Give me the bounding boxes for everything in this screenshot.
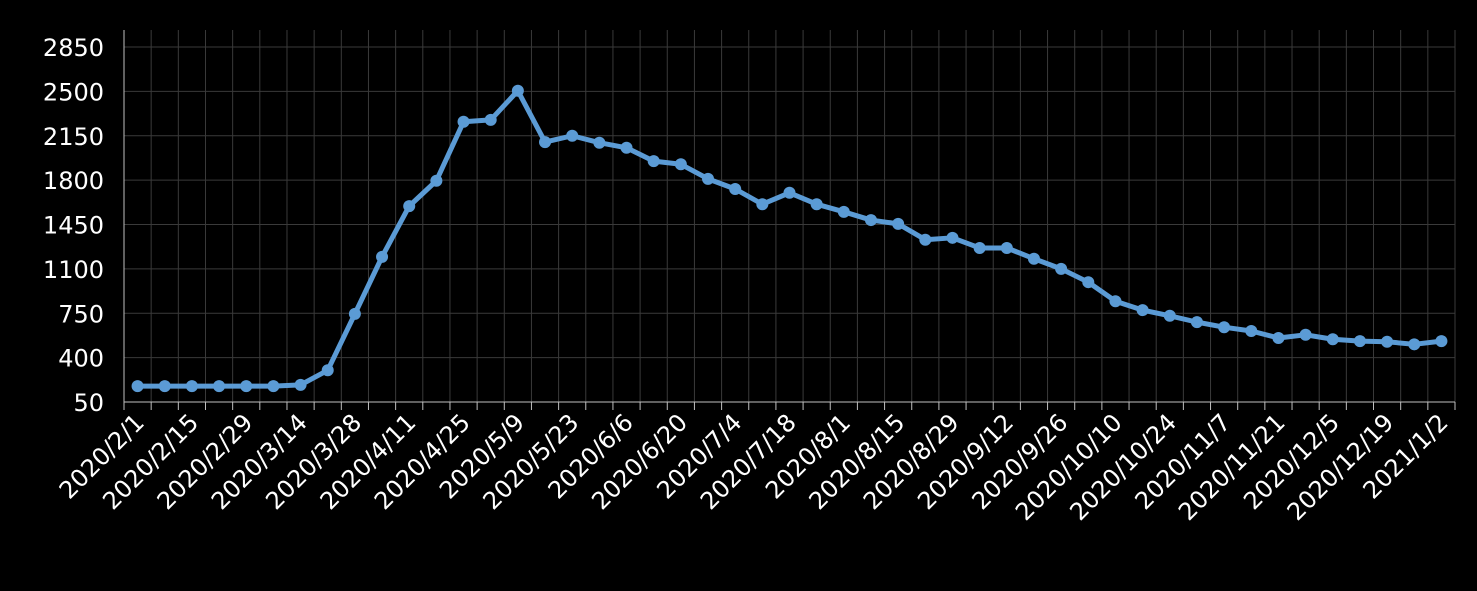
point: [810, 198, 823, 211]
point: [1326, 333, 1339, 346]
point: [756, 198, 769, 211]
point: [566, 129, 579, 142]
y-tick-label: 2150: [43, 123, 104, 151]
y-tick-label: 400: [58, 345, 104, 373]
point: [294, 378, 307, 391]
y-tick-label: 1800: [43, 167, 104, 195]
point: [919, 233, 932, 246]
point: [1109, 295, 1122, 308]
point: [321, 364, 334, 377]
point: [1299, 328, 1312, 341]
point: [1381, 335, 1394, 348]
point: [457, 115, 470, 128]
point: [674, 158, 687, 171]
point: [511, 84, 524, 97]
point: [783, 186, 796, 199]
point: [593, 136, 606, 149]
point: [1055, 262, 1068, 275]
point: [1027, 252, 1040, 265]
point: [1272, 331, 1285, 344]
point: [1190, 316, 1203, 329]
point: [240, 380, 253, 393]
point: [1082, 276, 1095, 289]
point: [1218, 321, 1231, 334]
point: [837, 205, 850, 218]
y-tick-label: 2500: [43, 78, 104, 106]
point: [864, 214, 877, 227]
y-tick-label: 1100: [43, 256, 104, 284]
point: [539, 136, 552, 149]
point: [946, 231, 959, 244]
point: [620, 141, 633, 154]
point: [892, 217, 905, 230]
point: [267, 380, 280, 393]
point: [973, 241, 986, 254]
point: [213, 380, 226, 393]
point: [158, 380, 171, 393]
point: [1435, 335, 1448, 348]
point: [702, 172, 715, 185]
point: [131, 380, 144, 393]
point: [403, 200, 416, 213]
point: [430, 174, 443, 187]
point: [1136, 304, 1149, 317]
y-tick-label: 50: [73, 389, 104, 417]
line: [137, 88, 1442, 389]
y-tick-label: 2850: [43, 34, 104, 62]
point: [1000, 241, 1013, 254]
y-tick-label: 750: [58, 300, 104, 328]
point: [1163, 309, 1176, 322]
point: [185, 380, 198, 393]
point: [1353, 335, 1366, 348]
point: [1408, 338, 1421, 351]
point: [376, 250, 389, 263]
point: [1245, 325, 1258, 337]
point: [484, 113, 497, 126]
point: [348, 307, 361, 320]
point: [647, 155, 660, 168]
y-tick-label: 1450: [43, 212, 104, 240]
point: [729, 183, 742, 195]
